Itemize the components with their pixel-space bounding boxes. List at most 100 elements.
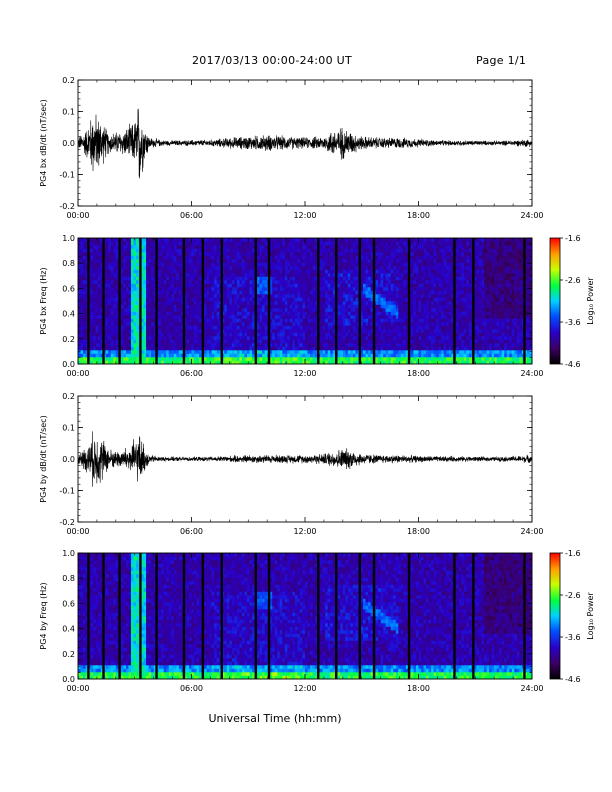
spectrogram-cell xyxy=(363,343,366,347)
spectrogram-cell xyxy=(312,343,316,347)
spectrogram-cell xyxy=(385,287,389,291)
spectrogram-cell xyxy=(110,350,114,354)
spectrogram-cell xyxy=(136,269,139,274)
spectrogram-cell xyxy=(269,360,273,365)
spectrogram-cell xyxy=(330,255,334,260)
spectrogram-cell xyxy=(385,325,389,330)
spectrogram-cell xyxy=(310,346,313,351)
spectrogram-cell xyxy=(252,248,255,253)
spectrogram-cell xyxy=(85,248,89,253)
spectrogram-cell xyxy=(239,252,243,256)
spectrogram-cell xyxy=(413,252,417,256)
spectrogram-cell xyxy=(136,259,139,263)
spectrogram-cell xyxy=(342,357,346,361)
spectrogram-cell xyxy=(146,304,149,309)
spectrogram-cell xyxy=(178,332,182,337)
spectrogram-cell xyxy=(105,269,109,274)
spectrogram-cell xyxy=(163,360,167,365)
spectrogram-cell xyxy=(246,329,250,333)
spectrogram-cell xyxy=(370,262,374,267)
spectrogram-cell xyxy=(340,322,344,326)
spectrogram-cell xyxy=(234,287,238,291)
spectrogram-cell xyxy=(136,350,139,354)
spectrogram-cell xyxy=(188,252,192,256)
spectrogram-cell xyxy=(209,318,212,323)
spectrogram-cell xyxy=(312,311,316,316)
spectrogram-cell xyxy=(413,301,417,305)
spectrogram-cell xyxy=(289,357,293,361)
spectrogram-cell xyxy=(93,350,96,354)
spectrogram-cell xyxy=(355,360,359,365)
spectrogram-cell xyxy=(302,304,306,309)
spectrogram-cell xyxy=(80,301,84,305)
spectrogram-cell xyxy=(332,248,336,253)
spectrogram-cell xyxy=(380,248,384,253)
spectrogram-cell xyxy=(342,241,346,246)
spectrogram-cell xyxy=(151,269,154,274)
spectrogram-cell xyxy=(168,357,172,361)
spectrogram-cell xyxy=(340,290,344,295)
spectrogram-cell xyxy=(262,315,265,319)
spectrogram-cell xyxy=(383,343,387,347)
spectrogram-cell xyxy=(241,259,245,263)
spectrogram-cell xyxy=(347,255,351,260)
spectrogram-cell xyxy=(370,280,374,284)
spectrogram-cell xyxy=(282,332,286,337)
spectrogram-cell xyxy=(345,252,349,256)
spectrogram-cell xyxy=(83,297,86,302)
spectrogram-cell xyxy=(85,266,89,270)
spectrogram-cell xyxy=(297,245,301,249)
spectrogram-cell xyxy=(161,304,165,309)
spectrogram-cell xyxy=(241,315,245,319)
spectrogram-cell xyxy=(171,308,175,312)
spectrogram-cell xyxy=(269,297,273,302)
spectrogram-cell xyxy=(307,357,311,361)
spectrogram-cell xyxy=(405,332,409,337)
spectrogram-cell xyxy=(299,280,303,284)
spectrogram-cell xyxy=(211,273,215,277)
spectrogram-cell xyxy=(388,283,392,288)
spectrogram-cell xyxy=(320,238,323,242)
spectrogram-cell xyxy=(98,248,101,253)
spectrogram-cell xyxy=(355,252,359,256)
spectrogram-cell xyxy=(95,283,99,288)
spectrogram-cell xyxy=(163,350,167,354)
spectrogram-cell xyxy=(216,297,220,302)
spectrogram-cell xyxy=(375,322,379,326)
spectrogram-cell xyxy=(410,280,414,284)
spectrogram-cell xyxy=(345,315,349,319)
spectrogram-cell xyxy=(325,259,328,263)
spectrogram-cell xyxy=(393,336,397,340)
spectrogram-cell xyxy=(252,273,255,277)
spectrogram-cell xyxy=(330,269,334,274)
spectrogram-cell xyxy=(252,276,255,281)
spectrogram-cell xyxy=(302,346,306,351)
spectrogram-cell xyxy=(211,360,215,365)
spectrogram-cell xyxy=(244,294,248,298)
spectrogram-cell xyxy=(211,301,215,305)
spectrogram-cell xyxy=(224,318,228,323)
spectrogram-cell xyxy=(236,318,240,323)
spectrogram-cell xyxy=(279,360,283,365)
spectrogram-cell xyxy=(279,301,283,305)
spectrogram-cell xyxy=(133,332,137,337)
spectrogram-cell xyxy=(352,283,356,288)
spectrogram-cell xyxy=(161,252,165,256)
spectrogram-cell xyxy=(231,311,235,316)
spectrogram-cell xyxy=(214,252,218,256)
spectrogram-cell xyxy=(183,325,187,330)
spectrogram-cell xyxy=(390,343,394,347)
spectrogram-cell xyxy=(113,241,117,246)
spectrogram-cell xyxy=(375,294,379,298)
spectrogram-cell xyxy=(398,346,402,351)
spectrogram-cell xyxy=(249,245,253,249)
spectrogram-cell xyxy=(214,255,218,260)
spectrogram-cell xyxy=(199,238,202,242)
spectrogram-cell xyxy=(360,308,364,312)
spectrogram-cell xyxy=(297,315,301,319)
spectrogram-cell xyxy=(113,259,117,263)
spectrogram-cell xyxy=(105,266,109,270)
spectrogram-cell xyxy=(274,280,278,284)
spectrogram-cell xyxy=(363,255,366,260)
spectrogram-cell xyxy=(305,350,308,354)
